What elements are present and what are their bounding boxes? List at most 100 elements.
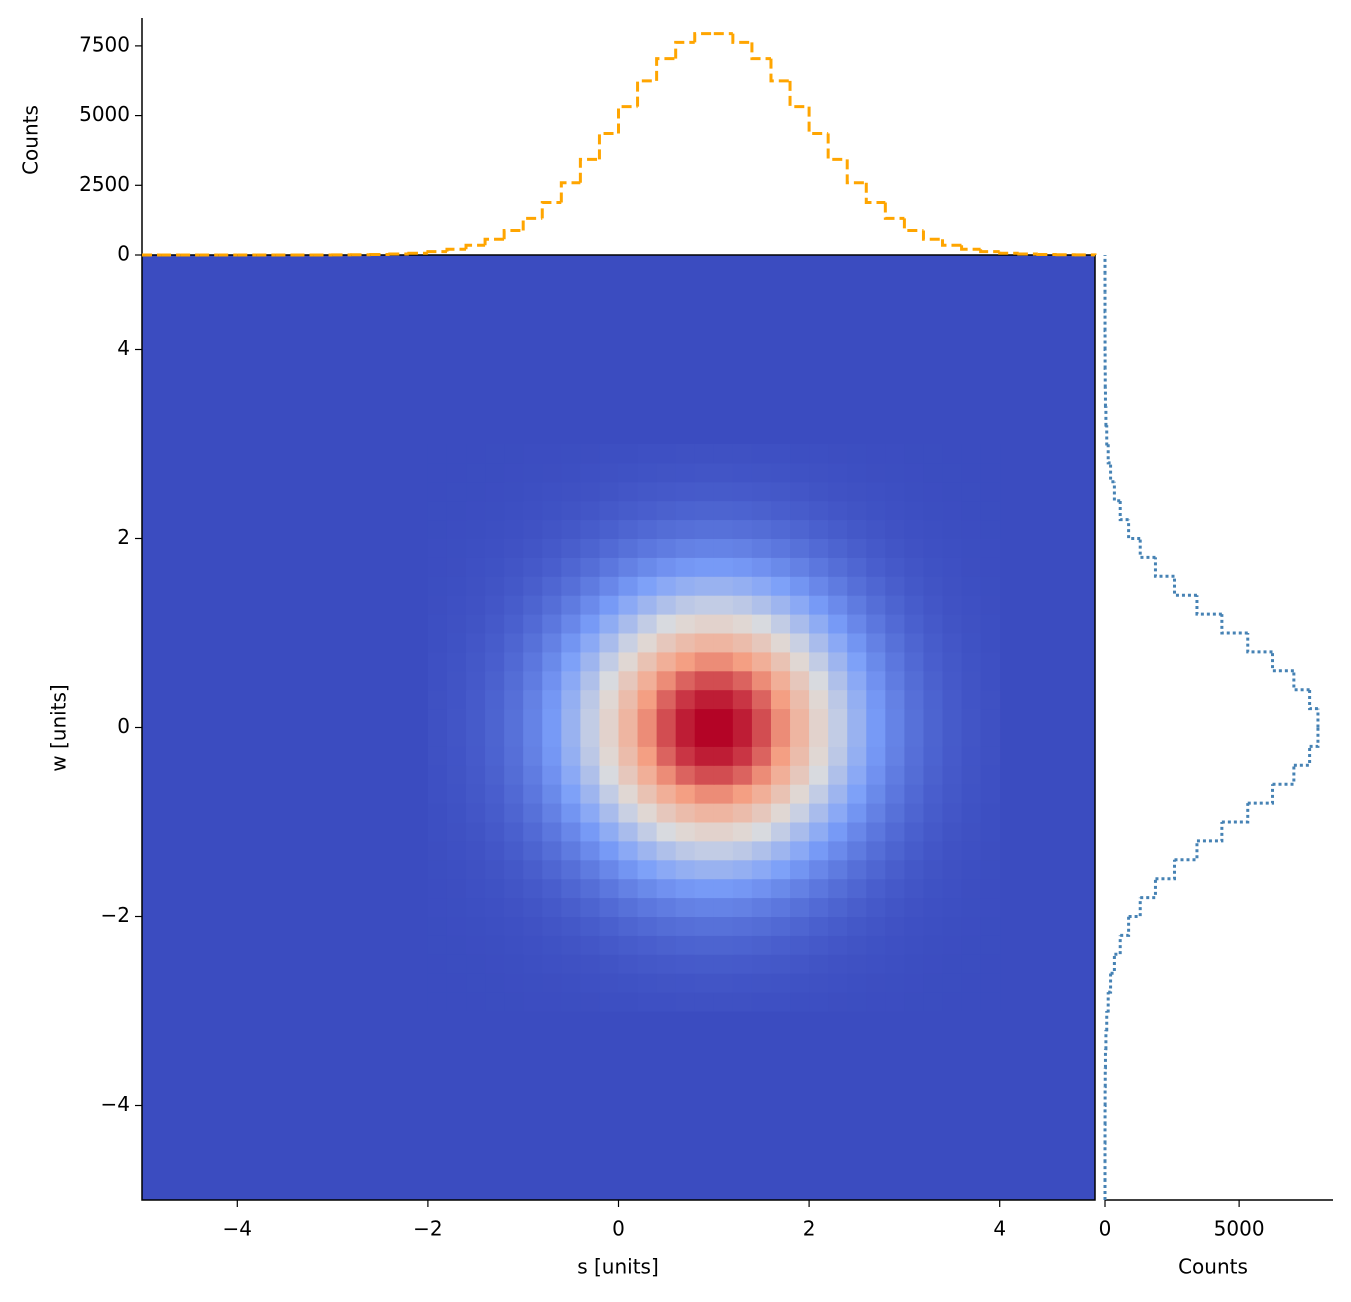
- heatmap-cell: [866, 595, 886, 615]
- heatmap-cell: [885, 708, 905, 728]
- heatmap-cell: [790, 840, 810, 861]
- heatmap-cell: [809, 614, 829, 634]
- heatmap-cell: [828, 595, 848, 615]
- heatmap-cell: [523, 538, 543, 558]
- heatmap-cell: [770, 614, 791, 634]
- histogram-step: [1105, 425, 1109, 446]
- heatmap-cell: [561, 992, 581, 1012]
- heatmap-cell: [466, 633, 486, 653]
- heatmap-cell: [809, 840, 829, 861]
- heatmap-cell: [561, 462, 581, 483]
- heatmap-cell: [751, 727, 772, 747]
- heatmap-cell: [427, 576, 448, 596]
- heatmap-cell: [847, 576, 867, 596]
- heatmap-cell: [942, 784, 963, 804]
- heatmap-cell: [790, 803, 810, 823]
- heatmap-cell: [770, 651, 791, 672]
- heatmap-cell: [942, 595, 963, 615]
- heatmap-cell: [923, 954, 944, 974]
- heatmap-cell: [732, 859, 753, 880]
- heatmap-cell: [980, 462, 1001, 483]
- heatmap-cell: [694, 576, 715, 596]
- heatmap-cell: [561, 859, 581, 880]
- heatmap-cell: [942, 822, 963, 842]
- heatmap-cell: [637, 670, 658, 691]
- heatmap-cell: [599, 878, 619, 899]
- heatmap-cell: [866, 897, 886, 917]
- heatmap-cell: [904, 557, 924, 577]
- histogram-step: [998, 251, 1019, 255]
- heatmap-cell: [809, 784, 829, 804]
- heatmap-cell: [961, 500, 982, 521]
- heatmap-cell: [828, 727, 848, 747]
- heatmap-cell: [466, 727, 486, 747]
- heatmap-cell: [923, 614, 944, 634]
- heatmap-cell: [923, 462, 944, 483]
- heatmap-cell: [809, 633, 829, 653]
- heatmap-cell: [523, 973, 543, 993]
- heatmap-cell: [904, 519, 924, 539]
- heatmap-cell: [732, 500, 753, 521]
- heatmap-cell: [923, 538, 944, 558]
- y-tick-label: 7500: [79, 32, 130, 56]
- heatmap-cell: [885, 595, 905, 615]
- heatmap-cell: [904, 897, 924, 917]
- heatmap-cell: [923, 784, 944, 804]
- heatmap-cell: [885, 878, 905, 899]
- heatmap-cell: [466, 519, 486, 539]
- heatmap-cell: [542, 481, 562, 502]
- heatmap-cell: [599, 557, 619, 577]
- heatmap-cell: [523, 500, 543, 521]
- heatmap-cell: [599, 973, 619, 993]
- heatmap-cell: [694, 708, 715, 728]
- heatmap-cell: [580, 840, 600, 861]
- heatmap-cell: [980, 897, 1001, 917]
- heatmap-cell: [809, 746, 829, 766]
- heatmap-cell: [427, 973, 448, 993]
- heatmap-cell: [637, 614, 658, 634]
- heatmap-cell: [923, 992, 944, 1012]
- heatmap-cell: [561, 973, 581, 993]
- y-tick-label: −4: [101, 1092, 130, 1116]
- heatmap-cell: [751, 576, 772, 596]
- heatmap-cell: [790, 651, 810, 672]
- heatmap-cell: [599, 576, 619, 596]
- heatmap-cell: [942, 444, 963, 464]
- heatmap-cell: [751, 633, 772, 653]
- heatmap-cell: [427, 954, 448, 974]
- heatmap-cell: [466, 576, 486, 596]
- heatmap-cell: [713, 614, 734, 634]
- heatmap-cell: [770, 973, 791, 993]
- heatmap-cell: [790, 897, 810, 917]
- heatmap-cell: [580, 538, 600, 558]
- heatmap-cell: [904, 727, 924, 747]
- heatmap-cell: [885, 916, 905, 936]
- heatmap-cell: [980, 519, 1001, 539]
- heatmap-cell: [980, 992, 1001, 1012]
- heatmap-cell: [790, 595, 810, 615]
- heatmap-cell: [580, 784, 600, 804]
- heatmap-cell: [694, 481, 715, 502]
- histogram-step: [1220, 614, 1248, 635]
- heatmap-cell: [637, 538, 658, 558]
- heatmap-cell: [961, 935, 982, 955]
- heatmap-cell: [694, 746, 715, 766]
- heatmap-cell: [961, 803, 982, 823]
- heatmap-cell: [713, 670, 734, 691]
- heatmap-cell: [790, 954, 810, 974]
- heatmap-cell: [523, 822, 543, 842]
- heatmap-cell: [885, 973, 905, 993]
- heatmap-cell: [618, 992, 639, 1012]
- heatmap-cell: [809, 500, 829, 521]
- heatmap-cell: [675, 727, 696, 747]
- heatmap-cell: [485, 670, 505, 691]
- heatmap-cell: [427, 727, 448, 747]
- histogram-step: [1174, 840, 1199, 862]
- heatmap-cell: [427, 462, 448, 483]
- heatmap-cell: [961, 822, 982, 842]
- heatmap-cell: [942, 500, 963, 521]
- heatmap-cell: [618, 500, 639, 521]
- heatmap-cell: [828, 916, 848, 936]
- heatmap-cell: [466, 897, 486, 917]
- histogram-step: [1155, 859, 1176, 881]
